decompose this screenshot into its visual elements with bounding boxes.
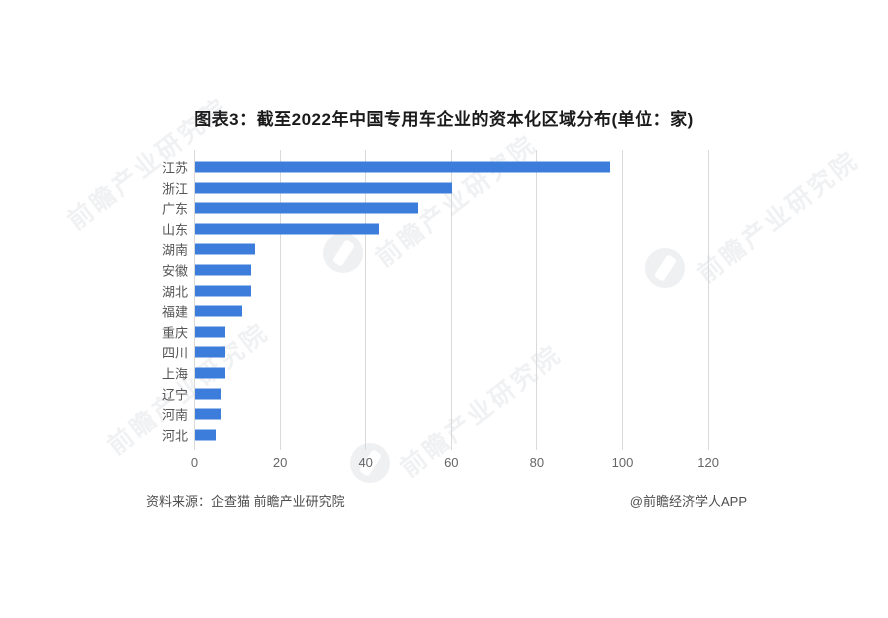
bar-row: 山东 xyxy=(100,218,760,239)
bar-上海 xyxy=(195,367,225,379)
bar-row: 湖北 xyxy=(100,280,760,301)
x-tick-label: 80 xyxy=(529,455,545,470)
x-tick-label: 0 xyxy=(190,455,199,470)
category-label: 上海 xyxy=(161,366,188,382)
bar-福建 xyxy=(195,305,243,317)
bar-row: 浙江 xyxy=(100,177,760,198)
bar-row: 福建 xyxy=(100,301,760,322)
source-note: 资料来源：企查猫 前瞻产业研究院 xyxy=(146,494,345,509)
bar-湖南 xyxy=(195,243,255,255)
bar-row: 广东 xyxy=(100,198,760,219)
gridline xyxy=(365,150,367,450)
bar-row: 江苏 xyxy=(100,157,760,178)
bar-row: 湖南 xyxy=(100,239,760,260)
bar-row: 四川 xyxy=(100,342,760,363)
bar-安徽 xyxy=(195,264,251,276)
category-label: 福建 xyxy=(161,304,188,320)
gridline xyxy=(536,150,538,450)
category-label: 重庆 xyxy=(161,325,188,341)
gridline xyxy=(450,150,452,450)
bar-row: 安徽 xyxy=(100,260,760,281)
gridline xyxy=(622,150,623,450)
x-tick-label: 20 xyxy=(272,455,288,470)
bar-河北 xyxy=(195,429,217,441)
bar-row: 河南 xyxy=(100,404,760,425)
category-label: 湖北 xyxy=(161,284,188,300)
category-label: 广东 xyxy=(161,201,188,217)
x-tick-label: 40 xyxy=(358,455,373,470)
gridline xyxy=(194,150,195,450)
bar-row: 重庆 xyxy=(100,321,760,342)
bar-河南 xyxy=(195,408,221,420)
chart-title: 图表3：截至2022年中国专用车企业的资本化区域分布(单位：家) xyxy=(194,110,694,129)
x-tick-label: 60 xyxy=(444,455,459,470)
category-label: 安徽 xyxy=(161,263,188,279)
x-tick-label: 120 xyxy=(697,455,719,470)
x-tick-label: 100 xyxy=(611,455,634,470)
category-label: 山东 xyxy=(161,222,188,238)
category-label: 辽宁 xyxy=(161,387,188,403)
bar-浙江 xyxy=(195,182,452,194)
bar-广东 xyxy=(195,202,418,214)
category-label: 浙江 xyxy=(161,181,188,197)
bar-江苏 xyxy=(195,161,611,173)
category-label: 江苏 xyxy=(161,160,188,176)
category-label: 四川 xyxy=(161,345,188,361)
bar-row: 上海 xyxy=(100,363,760,384)
category-label: 河南 xyxy=(161,407,188,423)
bar-湖北 xyxy=(195,285,251,297)
gridline xyxy=(707,150,709,450)
bar-row: 河北 xyxy=(100,424,760,445)
gridline xyxy=(279,150,281,450)
bar-row: 辽宁 xyxy=(100,383,760,404)
category-label: 河北 xyxy=(161,428,188,444)
app-credit: @前瞻经济学人APP xyxy=(629,494,747,509)
bar-重庆 xyxy=(195,326,225,338)
bar-山东 xyxy=(195,223,380,235)
category-label: 湖南 xyxy=(161,242,188,258)
bar-四川 xyxy=(195,346,225,358)
bar-辽宁 xyxy=(195,388,221,400)
